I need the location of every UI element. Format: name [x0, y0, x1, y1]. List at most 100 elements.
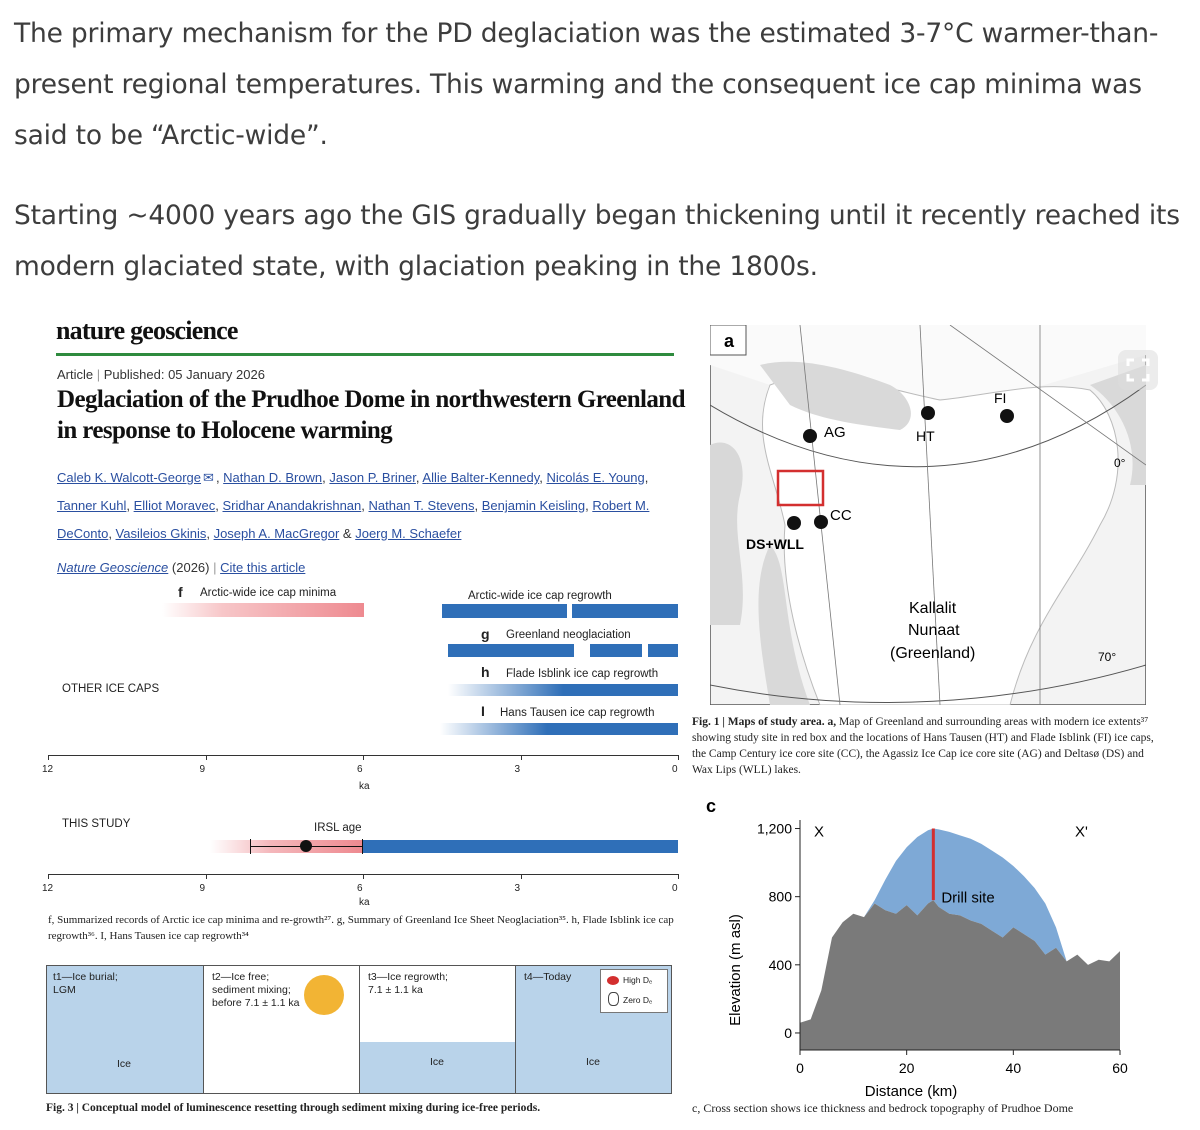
- fig3-legend: High Dₑ Zero Dₑ: [600, 969, 668, 1013]
- axis-tick-mark: [363, 755, 364, 760]
- site-label-ds-wll: DS+WLL: [746, 536, 804, 552]
- panel-i-letter: I: [481, 703, 485, 719]
- panel-h-letter: h: [481, 664, 490, 680]
- citation-line: Nature Geoscience (2026) | Cite this art…: [57, 560, 306, 575]
- x-tick-label: 20: [899, 1060, 915, 1076]
- fig3-t2-cell: t2—Ice free; sediment mixing; before 7.1…: [204, 966, 360, 1093]
- irsl-point: [300, 840, 312, 852]
- fig3-t3-ice-layer: [360, 1042, 515, 1093]
- author-list: Caleb K. Walcott-George ✉, Nathan D. Brow…: [57, 464, 677, 548]
- label-neoglaciation: Greenland neoglaciation: [506, 629, 631, 641]
- mail-icon[interactable]: ✉: [203, 470, 214, 485]
- author-separator: ,: [215, 498, 223, 513]
- axis-tick-label: 3: [514, 883, 521, 894]
- axis-unit-top: ka: [359, 781, 370, 792]
- latitude-circle-70: [710, 664, 1146, 703]
- axis-tick-label: 0: [672, 883, 678, 894]
- author-separator: &: [339, 526, 356, 541]
- neoglaciation-bar-2: [590, 644, 642, 657]
- this-study-label: THIS STUDY: [62, 818, 131, 830]
- site-label-cc: CC: [830, 507, 852, 524]
- fig3-t1-ice: Ice: [117, 1058, 132, 1070]
- axis-tick-mark: [205, 874, 207, 879]
- north-coast-land: [760, 361, 911, 430]
- latitude-circle-north: [710, 384, 1146, 468]
- fig3-t1-cell: t1—Ice burial; LGM Ice: [47, 966, 204, 1093]
- article-meta: Article | Published: 05 January 2026: [57, 367, 265, 382]
- cross-section-chart: c Drill site 0 400 800 1,200 0 20 40 60 X X' Dista…: [706, 796, 1128, 1100]
- axis-tick-label: 12: [42, 883, 54, 894]
- published-date: Published: 05 January 2026: [103, 367, 265, 382]
- chart-xlabel: Distance (km): [865, 1083, 958, 1100]
- author-link[interactable]: Vasileios Gkinis: [115, 526, 207, 541]
- site-label-fi: FI: [994, 390, 1006, 406]
- irsl-error-cap-right: [362, 839, 363, 854]
- axis-tick-label: 6: [357, 764, 363, 775]
- neoglaciation-bar-1: [448, 644, 574, 657]
- author-link[interactable]: Jason P. Briner: [329, 470, 416, 485]
- author-separator: ,: [644, 470, 649, 485]
- paragraph-1: The primary mechanism for the PD deglaci…: [14, 18, 1159, 151]
- fig3-conceptual-model: t1—Ice burial; LGM Ice t2—Ice free; sedi…: [46, 965, 672, 1094]
- author-link[interactable]: Nicolás E. Young: [546, 470, 645, 485]
- journal-rule: [56, 353, 674, 356]
- site-dot-ag: [803, 429, 817, 443]
- zero-de-icon: [608, 992, 619, 1006]
- fig3-t4-ice: Ice: [586, 1056, 601, 1068]
- axis-tick-label: 0: [672, 764, 678, 775]
- author-separator: ,: [585, 498, 593, 513]
- author-link[interactable]: Elliot Moravec: [133, 498, 216, 513]
- axis-tick-label: 9: [199, 764, 206, 775]
- author-separator: ,: [206, 526, 214, 541]
- x-tick-label: 40: [1006, 1060, 1022, 1076]
- citation-journal[interactable]: Nature Geoscience: [57, 560, 169, 575]
- map-panel-box: [710, 325, 747, 356]
- region-label-3: (Greenland): [890, 645, 975, 662]
- fig3-t1-label: t1—Ice burial; LGM: [53, 971, 118, 996]
- y-tick-label: 0: [784, 1025, 792, 1041]
- fig3-t3-cell: t3—Ice regrowth; 7.1 ± 1.1 ka Ice: [360, 966, 516, 1093]
- panel-f-letter: f: [178, 584, 183, 600]
- lon-label: 0°: [1114, 456, 1126, 470]
- axis-tick-mark: [48, 755, 49, 760]
- expand-button[interactable]: [1118, 350, 1158, 390]
- site-label-ht: HT: [916, 428, 935, 444]
- author-link[interactable]: Benjamin Keisling: [481, 498, 586, 513]
- other-ice-caps-label: OTHER ICE CAPS: [62, 683, 160, 695]
- author-link[interactable]: Nathan D. Brown: [223, 470, 323, 485]
- end-label-x: X: [814, 824, 824, 841]
- author-link[interactable]: Tanner Kuhl: [57, 498, 127, 513]
- cite-link[interactable]: Cite this article: [220, 560, 306, 575]
- axis-tick-mark: [678, 874, 679, 879]
- map-caption: Fig. 1 | Maps of study area. a, Map of G…: [692, 714, 1162, 778]
- axis-tick-label: 9: [199, 883, 206, 894]
- author-separator: ,: [361, 498, 369, 513]
- author-link[interactable]: Caleb K. Walcott-George: [57, 470, 202, 485]
- fig3-t4-cell: t4—Today High Dₑ Zero Dₑ Ice: [516, 966, 671, 1093]
- author-link[interactable]: Allie Balter-Kennedy: [422, 470, 540, 485]
- chart-caption: c, Cross section shows ice thickness and…: [692, 1101, 1074, 1115]
- flade-bar: [448, 684, 678, 696]
- fig3-t3-label: t3—Ice regrowth; 7.1 ± 1.1 ka: [368, 971, 448, 996]
- label-minima: Arctic-wide ice cap minima: [200, 587, 337, 599]
- fig3-t4-label: t4—Today: [524, 971, 572, 983]
- author-link[interactable]: Joseph A. MacGregor: [213, 526, 340, 541]
- author-link[interactable]: Joerg M. Schaefer: [355, 526, 462, 541]
- legend-high: High Dₑ: [623, 975, 653, 985]
- meridian-1: [919, 325, 941, 705]
- label-flade: Flade Isblink ice cap regrowth: [506, 668, 659, 680]
- author-link[interactable]: Robert M. DeConto: [57, 498, 650, 541]
- high-de-icon: [607, 976, 619, 985]
- site-dot-ds-wll: [787, 516, 801, 530]
- author-link[interactable]: Sridhar Anandakrishnan: [222, 498, 362, 513]
- neoglaciation-bar-3: [648, 644, 678, 657]
- author-link[interactable]: Nathan T. Stevens: [368, 498, 475, 513]
- irsl-error-cap-left: [250, 839, 251, 854]
- irsl-label: IRSL age: [314, 822, 362, 834]
- axis-tick-mark: [48, 874, 49, 879]
- greenland-map: a AG HT FI CC DS+WLL Kallalit Nunaat (Gr…: [710, 325, 1146, 705]
- chart-ylabel: Elevation (m asl): [727, 914, 744, 1026]
- region-label-1: Kallalit: [909, 600, 957, 617]
- label-regrowth: Arctic-wide ice cap regrowth: [468, 590, 612, 602]
- study-site-box: [776, 469, 825, 507]
